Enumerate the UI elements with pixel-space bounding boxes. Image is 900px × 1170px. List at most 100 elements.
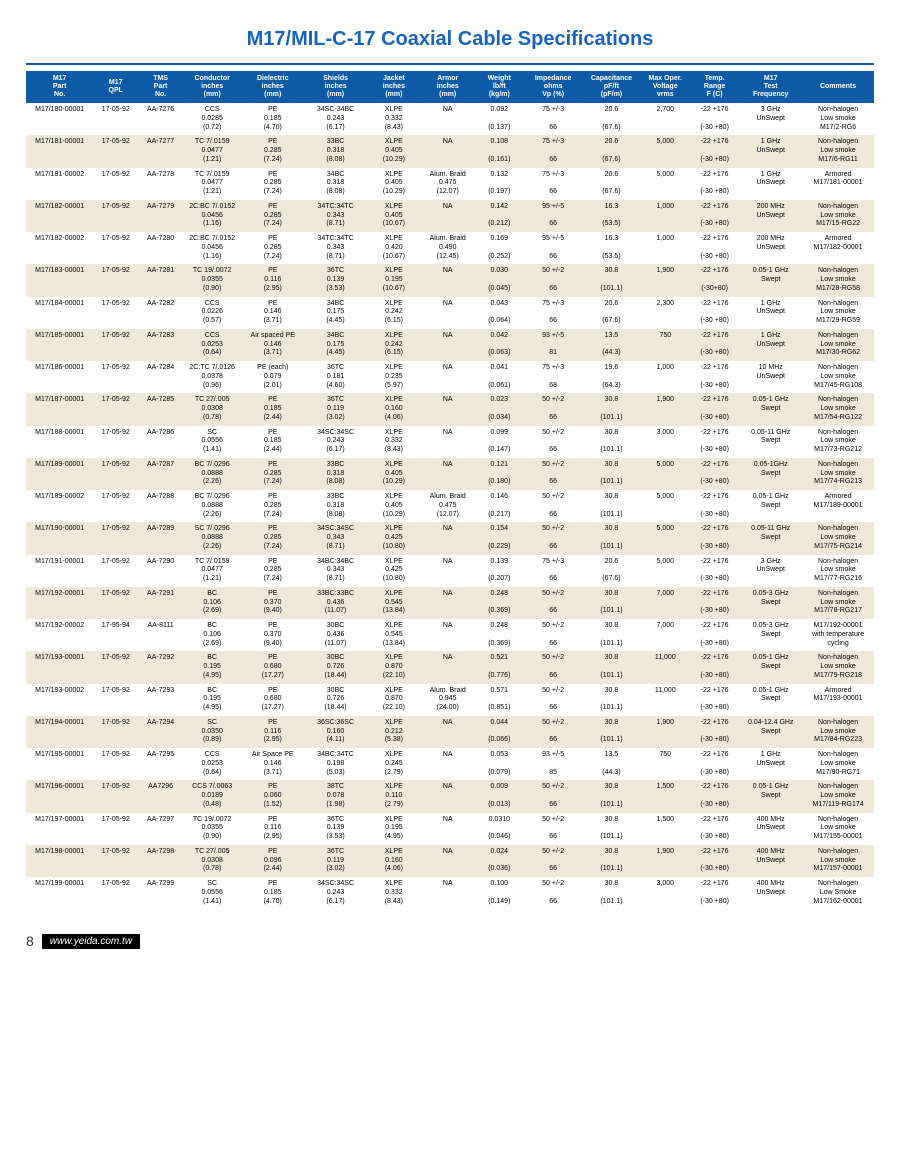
cell: 17-05-92 [93, 329, 138, 361]
col-header: ImpedanceohmsVp (%) [524, 71, 582, 103]
cell: 30BC0.436(11.07) [304, 619, 367, 651]
table-row: M17/192-0000117-05-92AA-7291BC0.106(2.69… [26, 587, 874, 619]
cell: -22 +176(-30 +80) [690, 619, 739, 651]
cell: PE0.285(7.24) [241, 200, 304, 232]
cell: TC 19/.00720.0355(0.90) [183, 813, 241, 845]
cell: SC 7/.02960.0888(2.26) [183, 522, 241, 554]
cell: 50 +/-266 [524, 684, 582, 716]
table-row: M17/193-0000217-05-92AA-7293BC0.195(4.95… [26, 684, 874, 716]
cell: XLPE0.332(8.43) [367, 426, 421, 458]
cell: 10 MHzUnSwept [739, 361, 802, 393]
cell: XLPE0.405(10.29) [367, 458, 421, 490]
cell: 5,000 [641, 555, 690, 587]
cell: BC0.195(4.95) [183, 684, 241, 716]
col-header: Temp.RangeF (C) [690, 71, 739, 103]
cell: 50 +/-266 [524, 877, 582, 909]
cell: 0.030(0.045) [475, 264, 524, 296]
cell: -22 +176(-30 +80) [690, 232, 739, 264]
cell: 17-05-92 [93, 297, 138, 329]
cell: M17/181-00002 [26, 168, 93, 200]
cell: NA [421, 651, 475, 683]
cell: 34SC:34SC0.243(6.17) [304, 426, 367, 458]
cell: XLPE0.332(8.43) [367, 103, 421, 135]
cell: 17-05-92 [93, 748, 138, 780]
cell: BC 7/.02960.0888(2.26) [183, 490, 241, 522]
cell: PE0.185(4.70) [241, 103, 304, 135]
cell: ArmoredM17/181-00001 [802, 168, 874, 200]
cell: PE0.370(9.40) [241, 619, 304, 651]
cell: 30.8(101.1) [582, 780, 640, 812]
cell: 0.05-3 GHzSwept [739, 587, 802, 619]
cell: PE0.285(7.24) [241, 555, 304, 587]
cell: 1 GHzUnSwept [739, 329, 802, 361]
cell: 3 GHzUnSwept [739, 555, 802, 587]
cell: 0.009(0.013) [475, 780, 524, 812]
cell: AA-7286 [138, 426, 183, 458]
cell: NA [421, 393, 475, 425]
cell: AA-7298 [138, 845, 183, 877]
cell: NA [421, 555, 475, 587]
cell: Air spaced PE0.146(3.71) [241, 329, 304, 361]
table-row: M17/190-0000117-05-92AA-7289SC 7/.02960.… [26, 522, 874, 554]
cell: Non-halogenLow smokeM17/73-RG212 [802, 426, 874, 458]
cell: 50 +/-266 [524, 264, 582, 296]
cell: NA [421, 748, 475, 780]
cell: 20.6(67.6) [582, 168, 640, 200]
cell: 0.042(0.063) [475, 329, 524, 361]
cell: Alum. Braid0.475(12.07) [421, 168, 475, 200]
cell: 38TC0.078(1.98) [304, 780, 367, 812]
cell: TC 27/.0050.0308(0.78) [183, 393, 241, 425]
cell: 1,900 [641, 716, 690, 748]
cell: 75 +/-368 [524, 361, 582, 393]
cell: 1,900 [641, 264, 690, 296]
cell: 50 +/-266 [524, 780, 582, 812]
cell: XLPE0.405(10.29) [367, 168, 421, 200]
cell: M17/193-00002 [26, 684, 93, 716]
cell: AA-7284 [138, 361, 183, 393]
cell: M17/195-00001 [26, 748, 93, 780]
cell: 19.6(64.3) [582, 361, 640, 393]
cell: 17-05-92 [93, 587, 138, 619]
table-row: M17/181-0000117-05-92AA-7277TC 7/.01590.… [26, 135, 874, 167]
cell: 34SC:34SC0.343(8.71) [304, 522, 367, 554]
cell: 0.05-1GHzSwept [739, 458, 802, 490]
cell: 75 +/-366 [524, 297, 582, 329]
cell: M17/196-00001 [26, 780, 93, 812]
cell: AA-7293 [138, 684, 183, 716]
cell: 17-05-92 [93, 813, 138, 845]
cell: Non-halogenLow smokeM17/84-RG223 [802, 716, 874, 748]
table-row: M17/198-0000117-05-92AA-7298TC 27/.0050.… [26, 845, 874, 877]
cell: 30.8(101.1) [582, 587, 640, 619]
col-header: Dielectricinches(mm) [241, 71, 304, 103]
cell: 5,000 [641, 490, 690, 522]
cell: 20.6(67.6) [582, 103, 640, 135]
cell: 1 GHzUnSwept [739, 135, 802, 167]
footer-url: www.yeida.com.tw [42, 934, 140, 949]
cell: 0.099(0.147) [475, 426, 524, 458]
cell: 75 +/-366 [524, 555, 582, 587]
cell: PE (each)0.079(2.01) [241, 361, 304, 393]
cell: 1 GHzUnSwept [739, 168, 802, 200]
cell: 0.043(0.064) [475, 297, 524, 329]
cell: XLPE0.405(10.29) [367, 135, 421, 167]
cell: AA-7287 [138, 458, 183, 490]
cell: NA [421, 458, 475, 490]
table-row: M17/186-0000117-05-92AA-72842C:TC 7/.012… [26, 361, 874, 393]
col-header: Comments [802, 71, 874, 103]
cell: Alum. Braid0.475(12.07) [421, 490, 475, 522]
cell: 20.6(67.6) [582, 555, 640, 587]
cell: 1,900 [641, 393, 690, 425]
cell: PE0.285(7.24) [241, 490, 304, 522]
cell: XLPE0.425(10.80) [367, 522, 421, 554]
cell: 17-05-92 [93, 135, 138, 167]
cell: 1,500 [641, 780, 690, 812]
cell: AA-7278 [138, 168, 183, 200]
table-row: M17/185-0000117-05-92AA-7283CCS0.0253(0.… [26, 329, 874, 361]
cell: 17-05-92 [93, 490, 138, 522]
cell: 0.100(0.149) [475, 877, 524, 909]
cell: 0.05-11 GHzSwept [739, 522, 802, 554]
cell: 0.154(0.229) [475, 522, 524, 554]
cell: 50 +/-266 [524, 426, 582, 458]
cell: 17-05-92 [93, 555, 138, 587]
cell: M17/191-00001 [26, 555, 93, 587]
